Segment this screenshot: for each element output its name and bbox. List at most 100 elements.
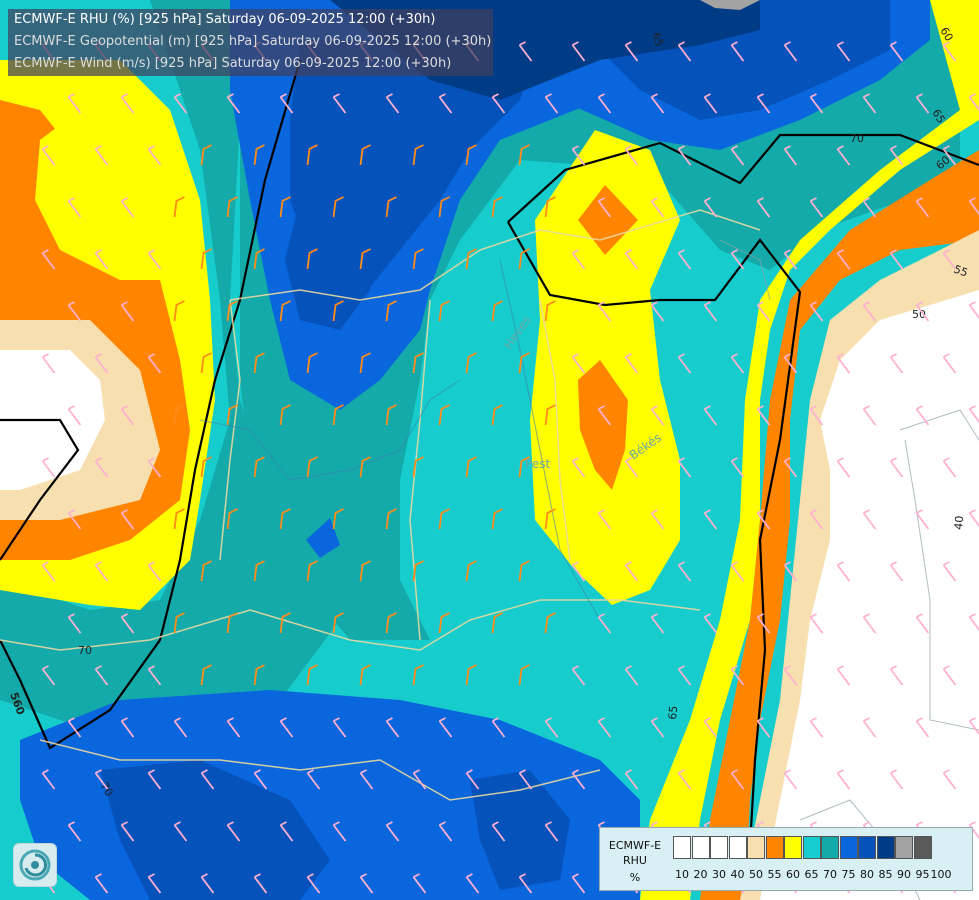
wind-barb [438, 93, 453, 114]
wind-barb [677, 665, 692, 686]
wind-barb [200, 769, 215, 790]
wind-barb [518, 456, 530, 478]
wind-barb [571, 41, 586, 62]
wind-barb [862, 301, 877, 322]
legend-swatch [691, 836, 710, 859]
wind-barb [889, 145, 904, 166]
wind-barb [677, 145, 692, 166]
wind-barb [862, 93, 877, 114]
wind-barb [120, 509, 135, 530]
wind-barb [385, 196, 397, 218]
wind-barb [544, 300, 556, 322]
wind-barb [200, 560, 212, 582]
wind-barb [650, 197, 665, 218]
wind-barb [783, 145, 798, 166]
wind-barb [173, 612, 185, 634]
wind-barb [94, 665, 109, 686]
legend-swatch [673, 836, 691, 859]
wind-barb [200, 664, 212, 686]
wind-barb [67, 197, 82, 218]
legend-tick-label: 60 [786, 868, 800, 881]
geopotential-isoline-inner-loop [507, 221, 802, 881]
wind-barb [597, 717, 612, 738]
wind-barb [544, 196, 556, 218]
wind-barb [730, 353, 745, 374]
wind-barb [147, 873, 162, 894]
wind-barb [624, 353, 639, 374]
wind-barb [438, 404, 450, 426]
wind-barb [677, 769, 692, 790]
wind-barb [306, 873, 321, 894]
rh-70-west-belt [0, 0, 340, 740]
wind-barb [703, 301, 718, 322]
legend-swatch [858, 836, 876, 859]
wind-barb [332, 300, 344, 322]
wind-barb [809, 405, 824, 426]
wind-barb [597, 93, 612, 114]
rh-80-south-west [100, 760, 330, 900]
wind-barb [783, 353, 798, 374]
wind-barb [332, 508, 344, 530]
wind-barb [253, 456, 265, 478]
wind-barb [147, 665, 162, 686]
wind-barb [597, 509, 612, 530]
wind-barb [359, 560, 371, 582]
wind-barb [942, 561, 957, 582]
wind-barb [703, 717, 718, 738]
wind-barb [730, 561, 745, 582]
wind-barb [809, 613, 824, 634]
wind-barb [571, 249, 586, 270]
wind-barb [518, 664, 530, 686]
legend-tick-label: 95 [915, 868, 930, 881]
wind-barb [544, 508, 556, 530]
wind-barb [862, 613, 877, 634]
wind-barb [385, 821, 400, 842]
wind-barb [862, 197, 877, 218]
wind-barb [173, 717, 188, 738]
wind-barb [491, 821, 506, 842]
wind-barb [650, 509, 665, 530]
legend-swatch [728, 836, 747, 859]
rh-80-south-east [470, 770, 570, 890]
wind-barb [67, 821, 82, 842]
contour-label: 70 [97, 780, 115, 799]
wind-barb [703, 613, 718, 634]
legend-title-model: ECMWF-E [608, 839, 662, 852]
wind-barb [147, 145, 162, 166]
legend-title-variable: RHU [623, 854, 647, 867]
wind-barb [41, 249, 56, 270]
wind-barb [968, 717, 979, 736]
wind-barb [915, 717, 930, 738]
wind-barb [332, 196, 344, 218]
wind-barb [518, 41, 533, 62]
contour-label: 65 [929, 107, 947, 126]
wind-barb [385, 404, 397, 426]
wind-barb [571, 457, 586, 478]
wind-barb [571, 769, 586, 790]
wind-barb [438, 717, 453, 738]
wind-barb [756, 509, 771, 530]
wind-barb [200, 873, 215, 894]
wind-barb [253, 769, 268, 790]
wind-barb [942, 457, 957, 478]
wind-barb [226, 508, 238, 530]
title-geopotential: ECMWF-E Geopotential (m) [925 hPa] Satur… [14, 34, 492, 49]
wind-barb [889, 249, 904, 270]
wind-barb [597, 405, 612, 426]
contour-label: 65 [666, 705, 680, 720]
wind-barb [677, 249, 692, 270]
wind-barb [385, 93, 400, 114]
legend-tick-label: 50 [749, 868, 763, 881]
wind-barb [624, 41, 639, 62]
wind-barb [809, 93, 824, 114]
wind-barb [279, 821, 294, 842]
wind-barb [783, 249, 798, 270]
wind-barb [968, 93, 979, 112]
legend-tick-label: 10 [675, 868, 689, 881]
contour-label: 55 [952, 263, 970, 280]
wind-barb [518, 873, 533, 894]
wind-barb [889, 561, 904, 582]
wind-barb [253, 144, 265, 166]
wind-barb [650, 93, 665, 114]
legend-tick-label: 20 [693, 868, 708, 881]
